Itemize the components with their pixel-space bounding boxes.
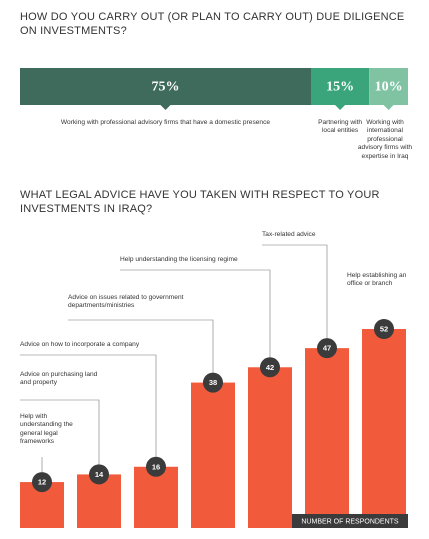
pointer bbox=[335, 105, 346, 110]
leader-line bbox=[20, 399, 100, 465]
axis-label: NUMBER OF RESPONDENTS bbox=[301, 518, 399, 525]
chart-title: HOW DO YOU CARRY OUT (OR PLAN TO CARRY O… bbox=[20, 11, 405, 37]
category-label: Advice on purchasing land and property bbox=[20, 371, 98, 387]
value-badge bbox=[317, 338, 337, 359]
pointer bbox=[383, 105, 394, 110]
leader-line bbox=[68, 319, 214, 373]
chart-title: WHAT LEGAL ADVICE HAVE YOU TAKEN WITH RE… bbox=[20, 189, 380, 215]
category-label: Advice on issues related to government d… bbox=[68, 294, 184, 310]
value-badge bbox=[89, 464, 109, 485]
value-badge bbox=[32, 472, 52, 493]
bar bbox=[248, 367, 292, 528]
legend-label: Partnering with local entities bbox=[318, 119, 363, 135]
value-badge bbox=[374, 319, 394, 339]
category-label: Tax-related advice bbox=[262, 231, 316, 238]
bar bbox=[305, 348, 349, 528]
value-label: 47 bbox=[323, 344, 331, 353]
leader-line bbox=[120, 269, 271, 358]
category-label: Help establishing an office or branch bbox=[347, 272, 407, 288]
category-label: Advice on how to incorporate a company bbox=[20, 341, 140, 348]
value-badge bbox=[260, 357, 280, 378]
value-badge bbox=[146, 456, 166, 477]
leader-line bbox=[262, 244, 328, 339]
bar-segment bbox=[20, 68, 311, 105]
value-label: 75% bbox=[152, 80, 180, 95]
pointer bbox=[160, 105, 171, 110]
bar bbox=[362, 329, 406, 528]
bar bbox=[134, 466, 178, 528]
category-label: Help with understanding the general lega… bbox=[20, 413, 73, 446]
bar-segment bbox=[311, 68, 370, 105]
axis-label-box bbox=[292, 514, 408, 528]
legend-label: Working with international professional … bbox=[357, 119, 413, 160]
bar bbox=[191, 382, 235, 528]
value-label: 52 bbox=[380, 324, 388, 333]
value-badge bbox=[203, 372, 223, 393]
leader-line bbox=[20, 354, 157, 457]
value-label: 38 bbox=[209, 378, 217, 387]
value-label: 14 bbox=[95, 470, 104, 479]
value-label: 12 bbox=[38, 478, 46, 487]
value-label: 15% bbox=[326, 80, 354, 95]
value-label: 10% bbox=[375, 80, 403, 95]
legend-label: Working with professional advisory firms… bbox=[60, 119, 271, 126]
category-label: Help understanding the licensing regime bbox=[120, 256, 238, 263]
bar-segment bbox=[369, 68, 408, 105]
value-label: 42 bbox=[266, 363, 274, 372]
value-label: 16 bbox=[152, 462, 160, 471]
